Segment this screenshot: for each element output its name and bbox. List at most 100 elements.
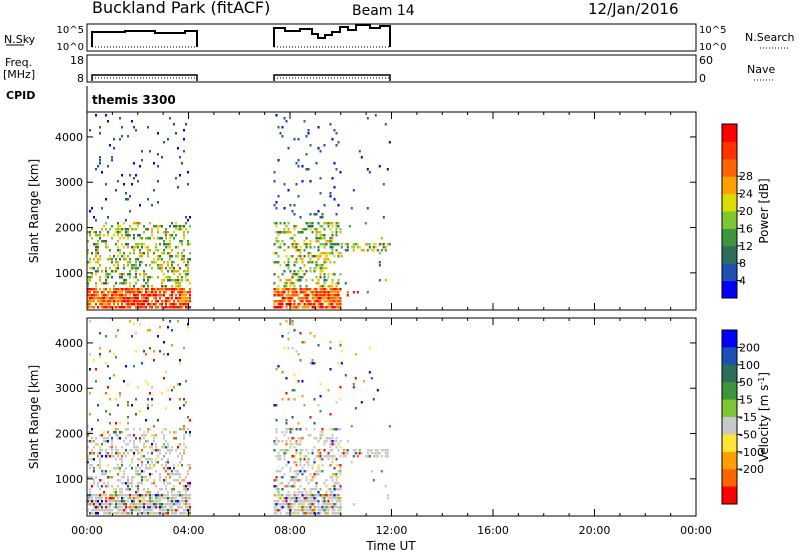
- power-cell-708: [177, 270, 179, 273]
- velocity-cell-332: [127, 506, 129, 509]
- power-cell-586: [161, 294, 163, 297]
- power-cell-331: [129, 195, 131, 198]
- velocity-cell-1323: [335, 503, 338, 506]
- velocity-cell-163: [107, 485, 109, 488]
- velocity-cell-126: [103, 470, 105, 473]
- velocity-cbar-label-2: 50: [739, 376, 753, 389]
- velocity-cell-682: [171, 446, 173, 449]
- power-cell-773: [185, 228, 187, 231]
- velocity-cell-281: [121, 497, 123, 500]
- power-cell-180: [111, 156, 113, 159]
- velocity-cell-440: [141, 476, 143, 479]
- velocity-cell-873: [279, 449, 282, 452]
- power-cell-1023: [299, 291, 302, 294]
- velocity-cell-343: [129, 503, 131, 506]
- power-cell-595: [163, 252, 165, 255]
- power-cell-758: [183, 237, 185, 240]
- power-cell-809: [189, 288, 191, 291]
- power-cell-315: [127, 231, 129, 234]
- velocity-cell-87: [97, 506, 99, 509]
- velocity-cell-1359: [339, 509, 342, 512]
- velocity-cell-291: [123, 473, 125, 476]
- velocity-cell-825: [189, 506, 191, 509]
- velocity-cell-919: [285, 443, 288, 446]
- power-cell-787: [187, 219, 189, 222]
- velocity-cell-1052: [299, 503, 302, 506]
- power-cell-861: [277, 306, 280, 309]
- power-cell-1310: [333, 273, 336, 276]
- velocity-cell-133: [103, 512, 105, 515]
- velocity-cell-1263: [329, 455, 332, 458]
- power-cell-36: [91, 267, 93, 270]
- power-cell-605: [165, 228, 167, 231]
- power-cell-897: [283, 285, 286, 288]
- velocity-cell-691: [171, 503, 173, 506]
- velocity-cell-1240: [327, 389, 330, 392]
- power-cell-549: [157, 228, 159, 231]
- power-cell-307: [125, 294, 127, 297]
- power-cell-1049: [303, 291, 306, 294]
- velocity-cell-641: [165, 494, 167, 497]
- velocity-cell-1419: [380, 470, 383, 473]
- velocity-cell-211: [113, 506, 115, 509]
- velocity-cell-584: [159, 350, 161, 353]
- power-cell-614: [165, 288, 167, 291]
- power-cell-591: [163, 231, 165, 234]
- velocity-cell-1401: [370, 377, 373, 380]
- power-cell-906: [285, 264, 288, 267]
- velocity-cell-1345: [339, 428, 342, 431]
- power-cell-361: [133, 126, 135, 129]
- power-cell-661: [171, 279, 173, 282]
- power-cell-1262: [329, 192, 332, 195]
- power-cell-314: [127, 228, 129, 231]
- power-cell-1218: [323, 258, 326, 261]
- velocity-cell-933: [287, 428, 290, 431]
- velocity-cell-1101: [307, 464, 310, 467]
- power-cell-1165: [317, 300, 320, 303]
- velocity-cell-1214: [321, 506, 324, 509]
- velocity-cell-464: [143, 509, 145, 512]
- power-cell-794: [187, 267, 189, 270]
- velocity-cell-203: [113, 431, 115, 434]
- power-cell-26: [89, 291, 91, 294]
- power-cell-490: [147, 291, 149, 294]
- velocity-cell-1384: [354, 449, 357, 452]
- velocity-cell-721: [175, 512, 177, 515]
- power-cell-316: [127, 234, 129, 237]
- velocity-cell-1430: [388, 425, 391, 428]
- velocity-cell-1314: [335, 464, 338, 467]
- power-cell-919: [287, 231, 290, 234]
- power-cell-1398: [366, 291, 369, 294]
- velocity-cell-7: [87, 461, 89, 464]
- velocity-cell-951: [289, 467, 292, 470]
- velocity-cell-161: [107, 476, 109, 479]
- power-cell-676: [173, 273, 175, 276]
- nsearch-label: N.Search: [745, 31, 795, 44]
- power-cell-874: [281, 126, 284, 129]
- velocity-cell-477: [145, 491, 147, 494]
- power-cell-601: [163, 291, 165, 294]
- power-cell-427: [139, 261, 141, 264]
- power-cell-756: [183, 231, 185, 234]
- power-cell-23: [89, 276, 91, 279]
- velocity-cell-974: [291, 485, 294, 488]
- power-cell-880: [281, 291, 284, 294]
- velocity-cell-1068: [301, 512, 304, 515]
- power-cell-402: [137, 180, 139, 183]
- velocity-cell-1143: [313, 422, 316, 425]
- power-cell-785: [187, 171, 189, 174]
- velocity-cell-1429: [386, 497, 389, 500]
- velocity-cell-383: [135, 413, 137, 416]
- velocity-cell-1089: [305, 479, 308, 482]
- velocity-cell-796: [185, 509, 187, 512]
- velocity-cell-342: [129, 497, 131, 500]
- velocity-cell-835: [273, 500, 276, 503]
- power-cell-722: [179, 240, 181, 243]
- power-cell-686: [175, 225, 177, 228]
- velocity-cell-1241: [327, 437, 330, 440]
- power-cell-1399: [368, 171, 371, 174]
- power-cell-990: [295, 279, 298, 282]
- power-cell-1328: [335, 282, 338, 285]
- power-cell-477: [147, 126, 149, 129]
- power-cell-670: [173, 225, 175, 228]
